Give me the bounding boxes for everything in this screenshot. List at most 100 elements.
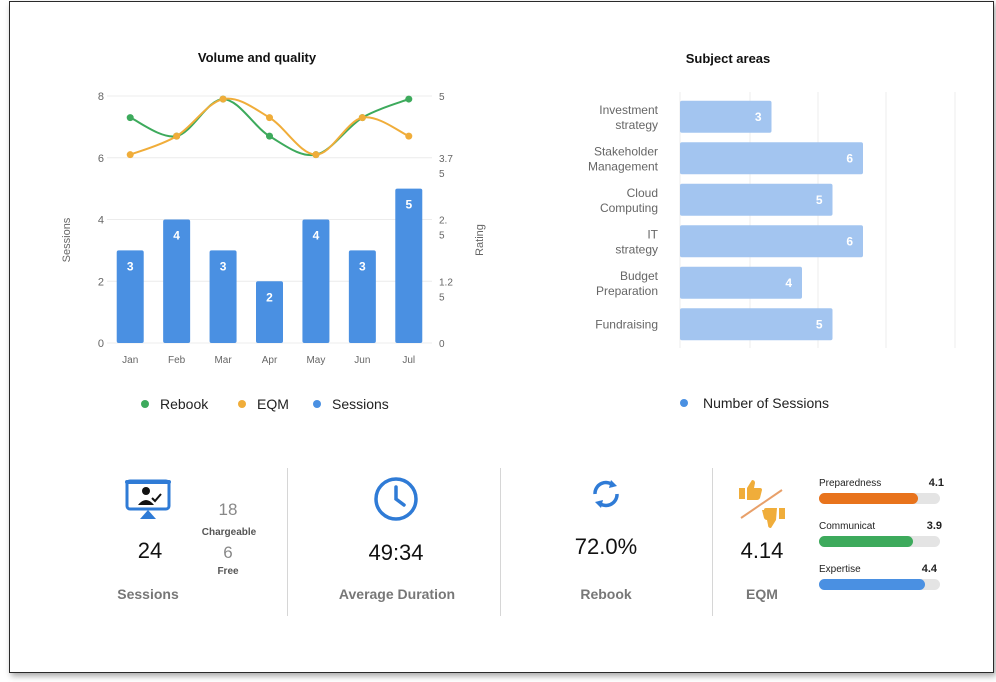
metric-fill [819,536,914,547]
bar [163,219,191,343]
sessions-value: 24 [137,538,163,563]
data-point [266,114,273,122]
legend-label: EQM [257,396,289,412]
bar [256,281,283,343]
category-label: IT strategy [615,227,658,256]
y2-tick-label: 1.2 5 [439,277,453,303]
eqm-value: 4.14 [740,538,784,563]
y-axis-title: Sessions [61,217,73,262]
legend-label: Sessions [332,396,389,412]
bar-data-label: 2 [266,290,273,304]
y-tick-label: 2 [98,276,104,288]
x-tick-label: Apr [262,355,278,366]
bar [680,100,772,133]
bar-data-label: 5 [816,317,823,331]
legend-label: Number of Sessions [703,395,829,411]
series-line-eqm [129,97,410,156]
metric-track [819,536,940,547]
y-tick-label: 0 [98,338,104,350]
bar [680,142,863,175]
data-point [126,151,134,159]
metric-fill [819,493,919,504]
bar-data-label: 6 [846,234,853,248]
duration-value: 49:34 [368,540,424,565]
bar [302,219,330,343]
y-tick-label: 8 [98,91,104,103]
y2-tick-label: 0 [439,339,445,350]
bar-data-label: 3 [127,259,134,273]
bar [209,250,237,343]
legend-marker [313,400,321,408]
category-label: Budget Preparation [596,269,659,298]
bar [680,308,833,341]
y-tick-label: 4 [98,215,104,227]
x-tick-label: Jun [354,355,370,366]
clock-icon [374,477,418,521]
subject-areas-chart: Subject areas 3 Investment strategy 6 Stakeho… [588,51,956,411]
chart-title: Subject areas [686,51,771,66]
bar-data-label: 3 [359,259,366,273]
category-label: Cloud Computing [600,186,658,215]
presentation-screen-icon [125,479,171,519]
chargeable-label: Chargeable [201,527,257,538]
kpi-divider [287,468,288,616]
x-tick-label: May [306,355,325,366]
y2-tick-label: 5 [439,92,445,103]
metric-track [819,493,940,504]
bar-data-label: 5 [405,198,412,212]
metric-label: Communicat [819,521,876,532]
thumbs-up-down-icon [739,480,785,528]
data-point [405,95,413,103]
bar-data-label: 4 [173,229,180,243]
bar-data-label: 3 [220,259,227,273]
bar-data-label: 6 [846,151,853,165]
free-value: 6 [223,543,233,562]
x-tick-label: Jul [402,355,415,366]
legend-label: Rebook [160,396,209,412]
rebook-label: Rebook [580,586,632,602]
bar [680,266,802,299]
metric-track [819,579,940,590]
chart-title: Volume and quality [198,50,317,65]
kpi-divider [712,468,713,616]
bar [395,188,423,343]
bar-data-label: 3 [755,110,762,124]
free-label: Free [217,566,239,577]
kpi-divider [500,468,501,616]
metric-value: 4.1 [928,477,944,489]
series-line-rebook [129,98,410,157]
bar-data-label: 4 [313,229,320,243]
y-tick-label: 6 [98,153,104,165]
category-label: Stakeholder Management [588,144,659,173]
metric-value: 4.4 [921,563,937,575]
data-point [219,95,227,103]
y2-tick-label: 2. 5 [439,216,447,242]
x-tick-label: Jan [122,355,138,366]
refresh-arrows-icon [593,480,619,508]
x-tick-label: Feb [168,355,186,366]
y2-tick-label: 3.7 5 [439,154,453,180]
volume-quality-chart: Volume and quality 0 2 4 6 8 0 1.2 5 2. 5 3.7 5 5 Sess… [61,50,486,412]
category-label: Investment strategy [599,103,658,132]
data-point [358,114,366,122]
chargeable-value: 18 [218,500,238,519]
bar-data-label: 4 [785,276,792,290]
eqm-label: EQM [746,586,778,602]
data-point [173,132,181,140]
data-point [405,132,413,140]
data-point [126,114,134,122]
legend-marker [141,400,149,408]
metric-label: Preparedness [819,478,882,489]
data-point [266,132,273,140]
sessions-label: Sessions [117,586,179,602]
metric-fill [819,579,926,590]
bar [680,183,833,216]
rebook-value: 72.0% [574,534,638,559]
x-tick-label: Mar [214,355,232,366]
bar-data-label: 5 [816,193,823,207]
legend-marker [680,399,688,407]
bar [348,250,376,343]
y2-axis-title: Rating [474,224,486,256]
metric-value: 3.9 [926,520,942,532]
category-label: Fundraising [595,317,658,331]
